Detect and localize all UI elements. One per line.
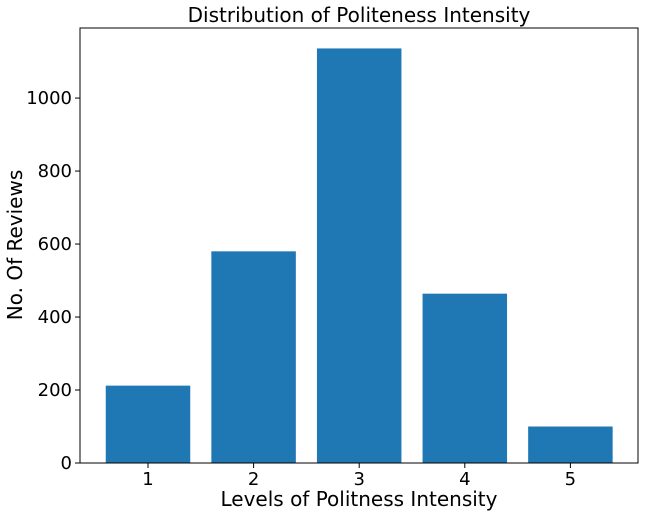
y-tick-label: 200 xyxy=(38,380,72,401)
x-axis-ticks: 1 2 3 4 5 xyxy=(142,463,576,490)
bar-4 xyxy=(422,293,508,463)
bars-group xyxy=(105,48,613,463)
bar-3 xyxy=(316,48,402,463)
y-tick-label: 400 xyxy=(38,307,72,328)
y-tick-label: 600 xyxy=(38,234,72,255)
x-tick-label: 4 xyxy=(459,469,470,490)
plot-frame xyxy=(79,27,639,464)
y-axis-ticks: 0 200 400 600 800 1000 xyxy=(26,88,80,474)
x-axis-label: Levels of Politness Intensity xyxy=(221,487,498,511)
x-tick-label: 5 xyxy=(565,469,576,490)
x-tick-label: 1 xyxy=(142,469,153,490)
chart-title: Distribution of Politeness Intensity xyxy=(188,3,531,27)
bar-1 xyxy=(105,385,191,463)
y-tick-label: 0 xyxy=(61,453,72,474)
y-tick-label: 1000 xyxy=(26,88,72,109)
y-tick-label: 800 xyxy=(38,161,72,182)
bar-5 xyxy=(528,426,613,463)
x-tick-label: 2 xyxy=(248,469,259,490)
y-axis-label: No. Of Reviews xyxy=(3,170,27,320)
x-tick-label: 3 xyxy=(353,469,364,490)
bar-2 xyxy=(211,251,296,463)
